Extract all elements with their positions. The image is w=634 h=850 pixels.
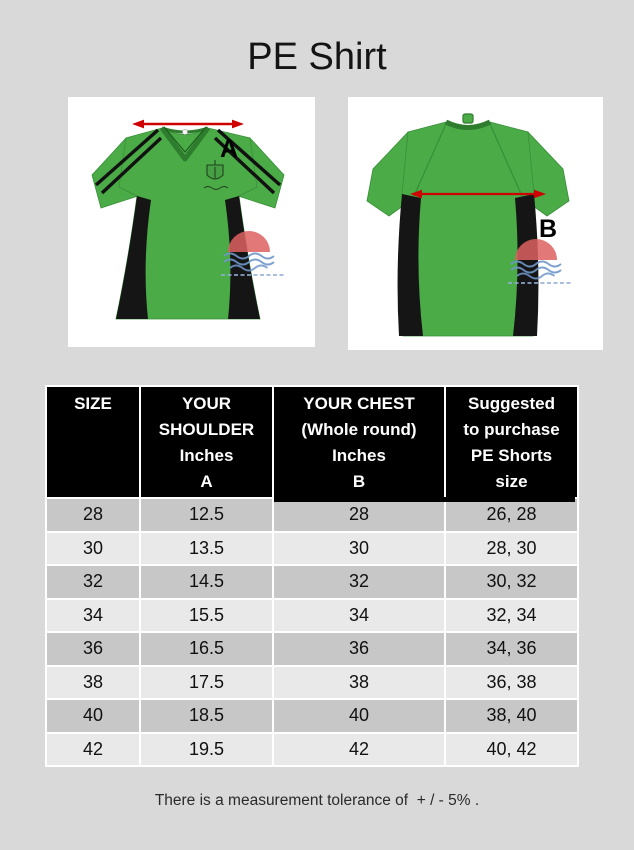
size-table: SIZE YOUR SHOULDER Inches A YOUR CHEST (… bbox=[45, 385, 579, 767]
school-crest-logo bbox=[203, 160, 229, 190]
table-row: 42 19.5 42 40, 42 bbox=[47, 733, 577, 765]
shirt-front-body bbox=[91, 126, 285, 320]
cell-shorts: 38, 40 bbox=[446, 700, 577, 732]
shirt-front-image: A bbox=[68, 97, 315, 347]
table-row: 28 12.5 28 26, 28 bbox=[47, 499, 577, 531]
cell-shoulder: 15.5 bbox=[141, 599, 272, 631]
cell-chest: 30 bbox=[274, 532, 444, 564]
cell-chest: 34 bbox=[274, 599, 444, 631]
cell-shorts: 26, 28 bbox=[446, 499, 577, 531]
table-row: 30 13.5 30 28, 30 bbox=[47, 532, 577, 564]
cell-size: 38 bbox=[47, 666, 139, 698]
measurement-label-a: A bbox=[220, 135, 238, 163]
watermark-logo bbox=[221, 231, 285, 276]
size-chart: SIZE YOUR SHOULDER Inches A YOUR CHEST (… bbox=[45, 385, 579, 767]
cell-shoulder: 18.5 bbox=[141, 700, 272, 732]
cell-shoulder: 19.5 bbox=[141, 733, 272, 765]
cell-size: 40 bbox=[47, 700, 139, 732]
cell-size: 28 bbox=[47, 499, 139, 531]
tolerance-note: There is a measurement tolerance of + / … bbox=[154, 792, 480, 809]
cell-chest: 40 bbox=[274, 700, 444, 732]
measurement-label-b: B bbox=[539, 215, 557, 243]
page-title: PE Shirt bbox=[247, 36, 387, 78]
cell-size: 34 bbox=[47, 599, 139, 631]
col-header-shoulder: YOUR SHOULDER Inches A bbox=[141, 387, 272, 497]
cell-shoulder: 17.5 bbox=[141, 666, 272, 698]
col-header-size: SIZE bbox=[47, 387, 139, 497]
cell-shorts: 32, 34 bbox=[446, 599, 577, 631]
table-row: 36 16.5 36 34, 36 bbox=[47, 633, 577, 665]
size-table-header: SIZE YOUR SHOULDER Inches A YOUR CHEST (… bbox=[47, 387, 577, 497]
shirt-front-graphic: A bbox=[91, 119, 285, 320]
size-table-body: 28 12.5 28 26, 28 30 13.5 30 28, 30 32 1… bbox=[47, 499, 577, 765]
cell-shoulder: 16.5 bbox=[141, 633, 272, 665]
watermark-logo bbox=[508, 239, 572, 284]
shirt-back-image: B bbox=[348, 97, 603, 350]
cell-shorts: 36, 38 bbox=[446, 666, 577, 698]
cell-shorts: 28, 30 bbox=[446, 532, 577, 564]
shoulder-measurement-arrow bbox=[132, 119, 244, 129]
cell-size: 36 bbox=[47, 633, 139, 665]
cell-shoulder: 14.5 bbox=[141, 566, 272, 598]
cell-chest: 42 bbox=[274, 733, 444, 765]
cell-shorts: 30, 32 bbox=[446, 566, 577, 598]
collar-tab bbox=[462, 113, 474, 124]
table-row: 38 17.5 38 36, 38 bbox=[47, 666, 577, 698]
cell-size: 32 bbox=[47, 566, 139, 598]
table-row: 34 15.5 34 32, 34 bbox=[47, 599, 577, 631]
table-row: 40 18.5 40 38, 40 bbox=[47, 700, 577, 732]
cell-shorts: 40, 42 bbox=[446, 733, 577, 765]
cell-shorts: 34, 36 bbox=[446, 633, 577, 665]
cell-chest: 38 bbox=[274, 666, 444, 698]
shirt-back-graphic: B bbox=[366, 113, 572, 337]
table-row: 32 14.5 32 30, 32 bbox=[47, 566, 577, 598]
chest-measurement-arrow bbox=[410, 189, 546, 199]
cell-size: 42 bbox=[47, 733, 139, 765]
cell-size: 30 bbox=[47, 532, 139, 564]
cell-chest: 32 bbox=[274, 566, 444, 598]
col-header-chest: YOUR CHEST (Whole round) Inches B bbox=[274, 387, 444, 497]
cell-chest: 36 bbox=[274, 633, 444, 665]
cell-shoulder: 13.5 bbox=[141, 532, 272, 564]
collar-button bbox=[182, 129, 188, 135]
cell-chest: 28 bbox=[274, 499, 444, 531]
header-overhang-bar bbox=[274, 497, 575, 502]
cell-shoulder: 12.5 bbox=[141, 499, 272, 531]
col-header-shorts: Suggested to purchase PE Shorts size bbox=[446, 387, 577, 497]
